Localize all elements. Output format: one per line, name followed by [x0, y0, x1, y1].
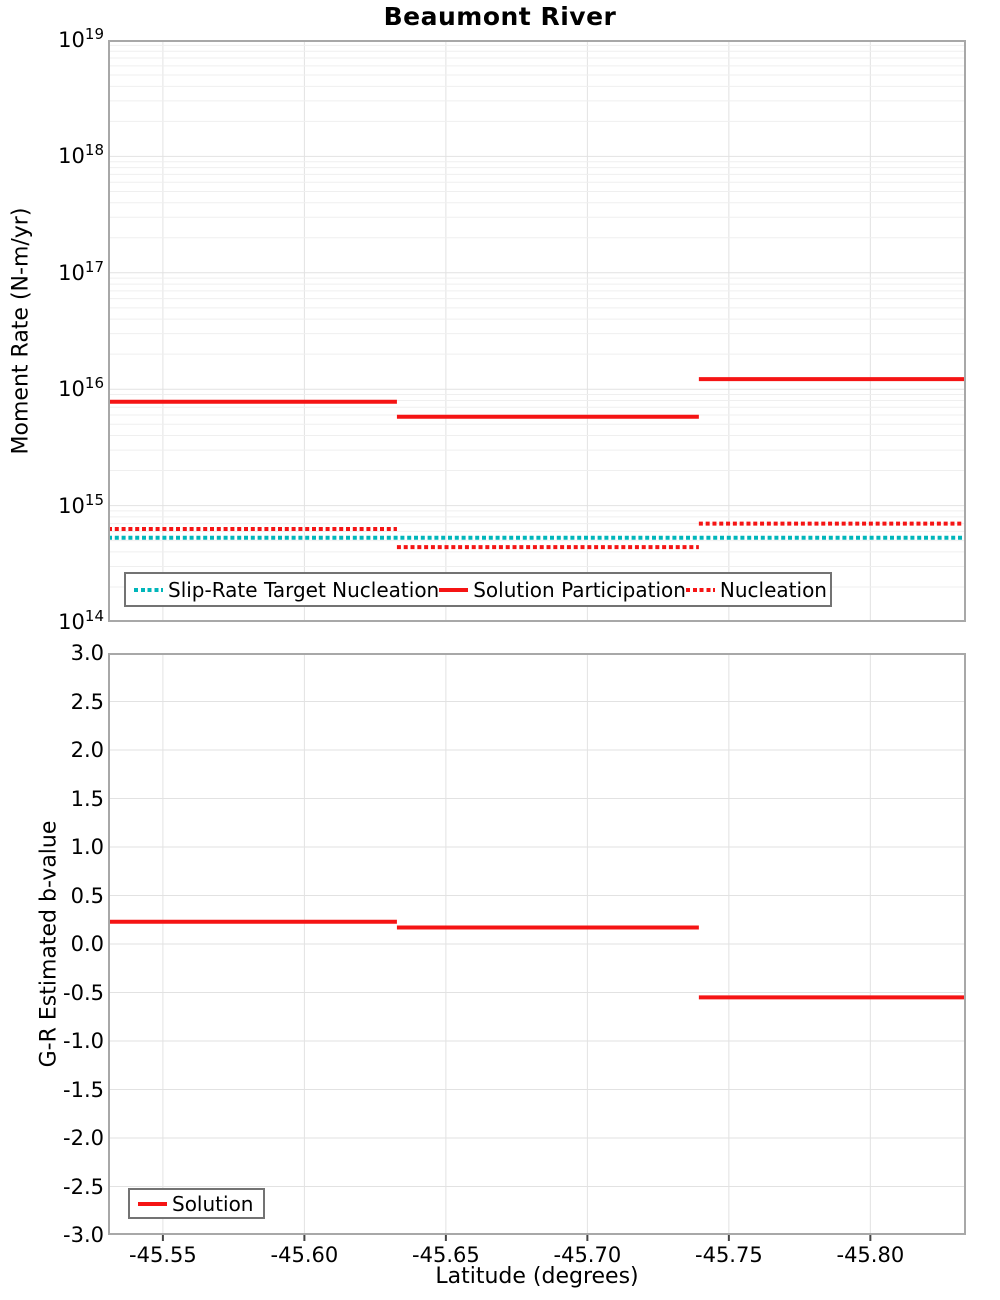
- y-tick-label: -3.0: [63, 1223, 104, 1247]
- y-tick-label: -1.5: [63, 1077, 104, 1102]
- y-tick-label: -0.5: [63, 980, 104, 1005]
- legend-item-solution: Solution: [138, 1192, 253, 1216]
- legend-item-slip-rate-target: Slip-Rate Target Nucleation: [134, 578, 439, 602]
- legend-bottom: Solution: [128, 1188, 266, 1219]
- legend-top: Slip-Rate Target Nucleation Solution Par…: [124, 572, 832, 607]
- legend-item-solution-participation: Solution Participation: [439, 578, 686, 602]
- y-tick-label: 2.0: [70, 738, 104, 762]
- y-tick-label: 1.0: [70, 835, 104, 859]
- nucleation-line-swatch: [685, 587, 715, 592]
- legend-label-nucleation: Nucleation: [719, 577, 827, 602]
- y-tick-label: -1.0: [63, 1029, 104, 1053]
- x-tick-label: -45.80: [836, 1243, 905, 1267]
- legend-label-slip-rate-target: Slip-Rate Target Nucleation: [168, 577, 440, 602]
- x-tick-label: -45.70: [553, 1243, 622, 1267]
- y-axis-label-moment-rate: Moment Rate (N-m/yr): [8, 207, 34, 455]
- y-tick-label: 1.5: [70, 786, 104, 811]
- y-tick-label: 1019: [58, 25, 104, 53]
- legend-label-solution: Solution: [172, 1191, 254, 1216]
- legend-label-solution-participation: Solution Participation: [473, 577, 686, 602]
- x-tick-label: -45.75: [695, 1243, 763, 1267]
- y-tick-label: 0.0: [70, 932, 104, 956]
- y-tick-label: 1015: [58, 490, 104, 518]
- y-tick-label: 2.5: [70, 689, 104, 714]
- chart-title: Beaumont River: [383, 2, 617, 31]
- y-tick-label: 3.0: [70, 641, 104, 665]
- y-tick-label: -2.0: [63, 1126, 104, 1150]
- solution-participation-line-swatch: [439, 587, 469, 592]
- y-tick-label: -2.5: [63, 1174, 104, 1199]
- x-tick-label: -45.55: [129, 1243, 197, 1267]
- y-tick-label: 1017: [58, 257, 104, 285]
- y-tick-label: 1014: [58, 607, 104, 635]
- y-tick-label: 0.5: [70, 883, 104, 908]
- top-plot-area: [108, 40, 966, 622]
- x-tick-label: -45.60: [270, 1243, 339, 1267]
- bottom-plot-area: [108, 653, 966, 1241]
- x-axis-label: Latitude (degrees): [435, 1264, 639, 1289]
- y-tick-label: 1018: [58, 141, 104, 169]
- x-tick-label: -45.65: [412, 1243, 480, 1267]
- legend-item-nucleation: Nucleation: [685, 577, 827, 602]
- solution-line-swatch: [138, 1201, 167, 1206]
- y-tick-label: 1016: [58, 374, 104, 402]
- slip-rate-target-line-swatch: [134, 587, 163, 592]
